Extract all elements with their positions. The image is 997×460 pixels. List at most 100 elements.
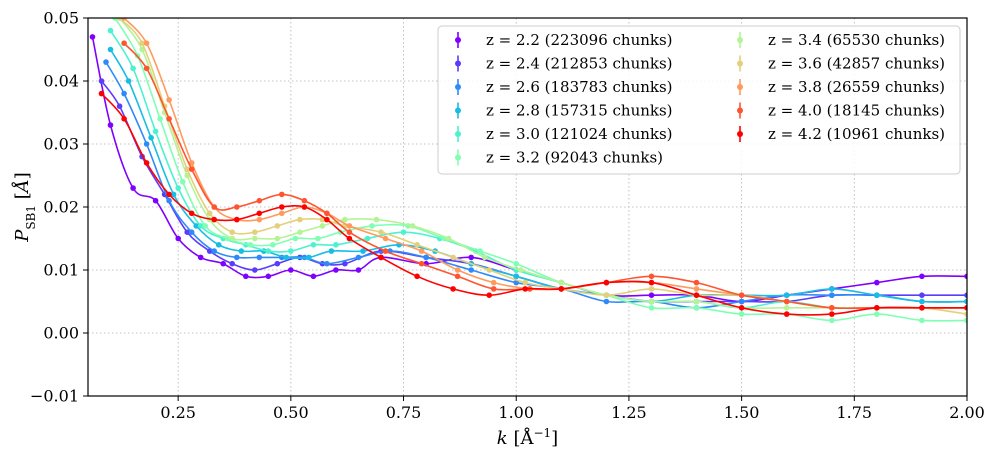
data-point — [648, 298, 655, 305]
data-point — [211, 216, 217, 223]
data-point — [166, 97, 172, 103]
data-point — [283, 254, 290, 261]
data-point — [783, 311, 790, 317]
data-point — [468, 254, 475, 261]
data-point — [874, 305, 880, 311]
x-tick-label: 0.50 — [273, 403, 309, 422]
data-point — [513, 260, 519, 267]
data-point — [243, 273, 249, 280]
data-point — [360, 248, 366, 254]
legend-label: z = 3.8 (26559 chunks) — [768, 78, 945, 96]
data-point — [648, 305, 655, 311]
data-point — [256, 210, 263, 217]
data-point — [783, 305, 790, 311]
data-point — [558, 279, 565, 286]
x-tick-label: 0.75 — [386, 403, 422, 422]
data-point — [738, 311, 745, 317]
data-point — [274, 235, 281, 242]
data-point — [292, 235, 299, 242]
data-point — [121, 90, 127, 97]
data-point — [130, 185, 136, 191]
data-point — [477, 248, 484, 254]
data-point — [513, 279, 519, 286]
legend-marker — [455, 107, 461, 114]
data-point — [328, 248, 335, 254]
data-point — [234, 216, 240, 223]
data-point — [252, 267, 258, 273]
data-point — [301, 204, 308, 210]
data-point — [116, 18, 123, 21]
data-point — [693, 298, 700, 305]
data-point — [693, 279, 700, 286]
legend-marker — [455, 154, 461, 161]
data-point — [125, 78, 132, 84]
legend-marker — [737, 60, 743, 67]
data-point — [166, 116, 172, 122]
data-point — [874, 279, 880, 286]
data-point — [445, 235, 452, 242]
data-point — [517, 267, 524, 273]
data-point — [229, 260, 235, 267]
data-point — [454, 267, 461, 273]
data-point — [256, 197, 263, 204]
data-point — [738, 292, 745, 299]
data-point — [170, 191, 177, 198]
data-point — [112, 18, 118, 21]
data-point — [279, 210, 285, 217]
data-point — [603, 279, 610, 286]
data-point — [481, 254, 488, 261]
data-point — [270, 242, 276, 248]
data-point — [179, 179, 186, 185]
data-point — [558, 286, 565, 292]
data-point — [454, 273, 461, 280]
data-point — [964, 311, 967, 317]
data-point — [693, 292, 700, 299]
legend-marker — [737, 131, 743, 137]
data-point — [369, 223, 375, 229]
data-point — [919, 273, 925, 280]
data-point — [490, 279, 497, 286]
data-point — [301, 197, 308, 204]
data-point — [522, 279, 528, 286]
legend-marker — [455, 37, 461, 43]
data-point — [346, 223, 353, 229]
data-point — [324, 210, 330, 217]
data-point — [143, 65, 150, 72]
data-point — [252, 229, 258, 235]
y-axis-label: PSB1 [Å] — [11, 172, 38, 243]
data-point — [288, 267, 294, 273]
data-point — [265, 248, 272, 254]
data-point — [306, 254, 312, 261]
y-tick-label: 0.01 — [43, 261, 79, 280]
legend-label: z = 3.6 (42857 chunks) — [768, 55, 945, 73]
legend-label: z = 4.0 (18145 chunks) — [768, 102, 945, 120]
legend-box — [437, 25, 961, 175]
data-point — [333, 267, 339, 273]
data-point — [919, 298, 925, 305]
data-point — [143, 40, 150, 46]
legend-label: z = 4.2 (10961 chunks) — [768, 125, 945, 143]
data-point — [423, 254, 429, 261]
legend-label: z = 3.0 (121024 chunks) — [486, 125, 673, 143]
data-point — [648, 273, 655, 280]
data-point — [333, 242, 339, 248]
data-point — [202, 223, 208, 229]
data-point — [197, 254, 204, 261]
data-point — [693, 286, 700, 292]
data-point — [829, 286, 835, 292]
data-point — [116, 103, 123, 109]
legend: z = 2.2 (223096 chunks) z = 2.4 (212853 c… — [437, 25, 961, 175]
data-point — [315, 235, 321, 242]
legend-marker — [455, 131, 461, 137]
data-point — [121, 40, 127, 46]
data-point — [414, 273, 420, 280]
data-point — [400, 229, 407, 235]
legend-marker — [455, 60, 461, 67]
data-point — [738, 298, 745, 305]
data-point — [166, 197, 172, 204]
data-point — [107, 46, 114, 53]
data-point — [964, 298, 967, 305]
data-point — [143, 141, 150, 147]
data-point — [468, 267, 475, 273]
data-point — [139, 40, 145, 46]
